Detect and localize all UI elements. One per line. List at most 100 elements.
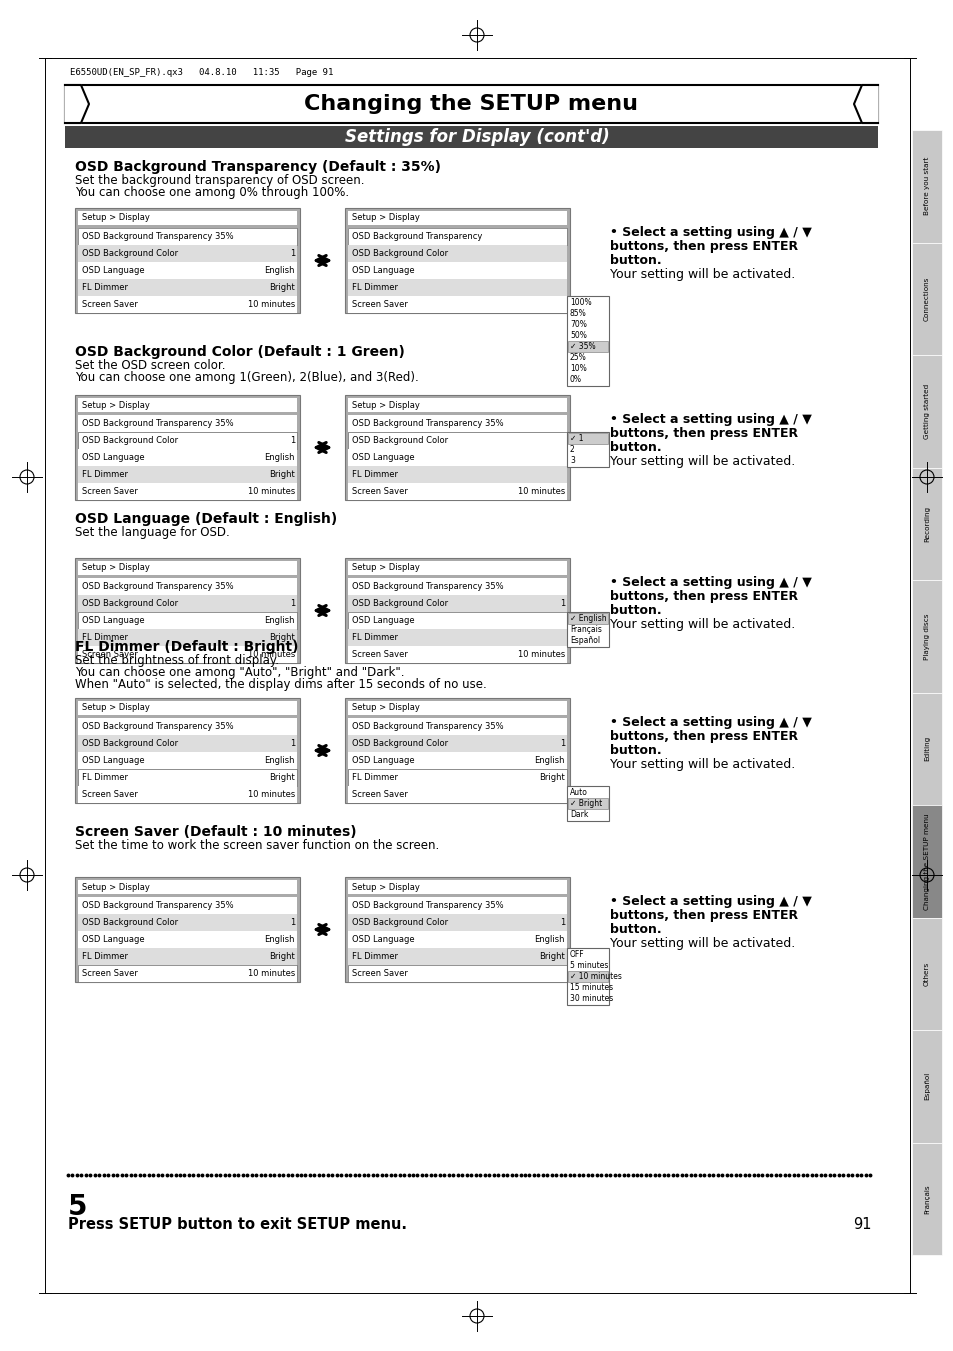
Text: ✓ 10 minutes: ✓ 10 minutes	[569, 971, 621, 981]
Text: Set the language for OSD.: Set the language for OSD.	[75, 526, 230, 539]
Text: Set the time to work the screen saver function on the screen.: Set the time to work the screen saver fu…	[75, 839, 438, 852]
Text: English: English	[264, 453, 294, 462]
Text: OSD Background Color: OSD Background Color	[352, 739, 448, 748]
FancyBboxPatch shape	[348, 612, 566, 630]
Text: Your setting will be activated.: Your setting will be activated.	[609, 758, 795, 771]
Text: 1: 1	[559, 598, 564, 608]
FancyBboxPatch shape	[348, 280, 566, 296]
FancyBboxPatch shape	[348, 245, 566, 262]
Text: OSD Background Color: OSD Background Color	[82, 436, 178, 444]
Text: FL Dimmer: FL Dimmer	[352, 952, 397, 961]
FancyBboxPatch shape	[566, 432, 608, 467]
Text: OSD Background Color: OSD Background Color	[352, 598, 448, 608]
Text: OSD Language: OSD Language	[352, 453, 415, 462]
Text: button.: button.	[609, 254, 661, 267]
Text: Screen Saver: Screen Saver	[352, 300, 408, 309]
Text: buttons, then press ENTER: buttons, then press ENTER	[609, 909, 798, 921]
FancyBboxPatch shape	[348, 399, 566, 412]
Text: OSD Background Transparency 35%: OSD Background Transparency 35%	[82, 582, 233, 590]
FancyBboxPatch shape	[78, 931, 296, 948]
Text: Français: Français	[569, 626, 601, 634]
Text: OSD Background Color: OSD Background Color	[352, 436, 448, 444]
FancyBboxPatch shape	[348, 228, 566, 245]
Text: OSD Background Transparency 35%: OSD Background Transparency 35%	[82, 721, 233, 731]
FancyBboxPatch shape	[75, 877, 299, 982]
FancyBboxPatch shape	[78, 228, 296, 245]
Text: OSD Background Color: OSD Background Color	[82, 739, 178, 748]
FancyBboxPatch shape	[911, 917, 941, 1029]
Text: Screen Saver: Screen Saver	[352, 486, 408, 496]
FancyBboxPatch shape	[348, 630, 566, 646]
Text: 10%: 10%	[569, 363, 586, 373]
Text: • Select a setting using ▲ / ▼: • Select a setting using ▲ / ▼	[609, 576, 811, 589]
Text: Set the background transparency of OSD screen.: Set the background transparency of OSD s…	[75, 174, 364, 186]
FancyBboxPatch shape	[78, 701, 296, 715]
FancyBboxPatch shape	[78, 630, 296, 646]
Text: Setup > Display: Setup > Display	[352, 704, 419, 712]
FancyBboxPatch shape	[78, 915, 296, 931]
Text: Screen Saver: Screen Saver	[352, 969, 408, 978]
Text: buttons, then press ENTER: buttons, then press ENTER	[609, 240, 798, 253]
FancyBboxPatch shape	[348, 948, 566, 965]
Text: English: English	[534, 757, 564, 765]
Text: button.: button.	[609, 440, 661, 454]
FancyBboxPatch shape	[78, 880, 296, 894]
FancyBboxPatch shape	[348, 415, 566, 432]
FancyBboxPatch shape	[348, 931, 566, 948]
Text: OSD Background Transparency 35%: OSD Background Transparency 35%	[352, 419, 503, 428]
FancyBboxPatch shape	[65, 85, 877, 123]
Text: 1: 1	[290, 598, 294, 608]
Text: 2: 2	[569, 444, 574, 454]
FancyBboxPatch shape	[78, 399, 296, 412]
Text: FL Dimmer: FL Dimmer	[82, 470, 128, 480]
FancyBboxPatch shape	[78, 245, 296, 262]
FancyBboxPatch shape	[78, 769, 296, 786]
Text: button.: button.	[609, 923, 661, 936]
FancyBboxPatch shape	[348, 561, 566, 576]
FancyBboxPatch shape	[911, 693, 941, 805]
Text: OSD Background Color (Default : 1 Green): OSD Background Color (Default : 1 Green)	[75, 345, 404, 359]
Text: button.: button.	[609, 744, 661, 757]
Text: Your setting will be activated.: Your setting will be activated.	[609, 455, 795, 467]
Text: Others: Others	[923, 962, 929, 986]
Text: Bright: Bright	[269, 773, 294, 782]
Text: ✓ 35%: ✓ 35%	[569, 342, 595, 351]
Text: 0%: 0%	[569, 376, 581, 384]
Text: • Select a setting using ▲ / ▼: • Select a setting using ▲ / ▼	[609, 716, 811, 730]
FancyBboxPatch shape	[78, 484, 296, 500]
Text: Getting started: Getting started	[923, 384, 929, 439]
Text: Your setting will be activated.: Your setting will be activated.	[609, 267, 795, 281]
Text: • Select a setting using ▲ / ▼: • Select a setting using ▲ / ▼	[609, 226, 811, 239]
Text: 3: 3	[569, 457, 575, 465]
Text: FL Dimmer: FL Dimmer	[82, 773, 128, 782]
FancyBboxPatch shape	[348, 449, 566, 466]
FancyBboxPatch shape	[78, 211, 296, 226]
FancyBboxPatch shape	[78, 432, 296, 449]
Text: Setup > Display: Setup > Display	[352, 400, 419, 409]
FancyBboxPatch shape	[911, 355, 941, 467]
FancyBboxPatch shape	[75, 698, 299, 802]
Text: You can choose one among 0% through 100%.: You can choose one among 0% through 100%…	[75, 186, 349, 199]
Text: 1: 1	[290, 739, 294, 748]
Text: Français: Français	[923, 1183, 929, 1213]
Polygon shape	[65, 85, 89, 123]
FancyBboxPatch shape	[78, 965, 296, 982]
Text: OSD Background Transparency 35%: OSD Background Transparency 35%	[82, 419, 233, 428]
Text: Screen Saver: Screen Saver	[352, 650, 408, 659]
Text: OSD Language: OSD Language	[82, 616, 145, 626]
FancyBboxPatch shape	[348, 296, 566, 313]
Text: Screen Saver: Screen Saver	[82, 650, 138, 659]
FancyBboxPatch shape	[566, 786, 608, 821]
Text: English: English	[264, 266, 294, 276]
FancyBboxPatch shape	[566, 612, 608, 647]
Text: OSD Language (Default : English): OSD Language (Default : English)	[75, 512, 337, 526]
FancyBboxPatch shape	[348, 484, 566, 500]
Text: Screen Saver: Screen Saver	[82, 486, 138, 496]
FancyBboxPatch shape	[348, 578, 566, 594]
Text: OSD Background Color: OSD Background Color	[352, 917, 448, 927]
Text: Before you start: Before you start	[923, 157, 929, 215]
FancyBboxPatch shape	[911, 242, 941, 355]
Text: Screen Saver: Screen Saver	[82, 300, 138, 309]
Text: Set the OSD screen color.: Set the OSD screen color.	[75, 359, 225, 372]
Text: OSD Background Color: OSD Background Color	[82, 917, 178, 927]
